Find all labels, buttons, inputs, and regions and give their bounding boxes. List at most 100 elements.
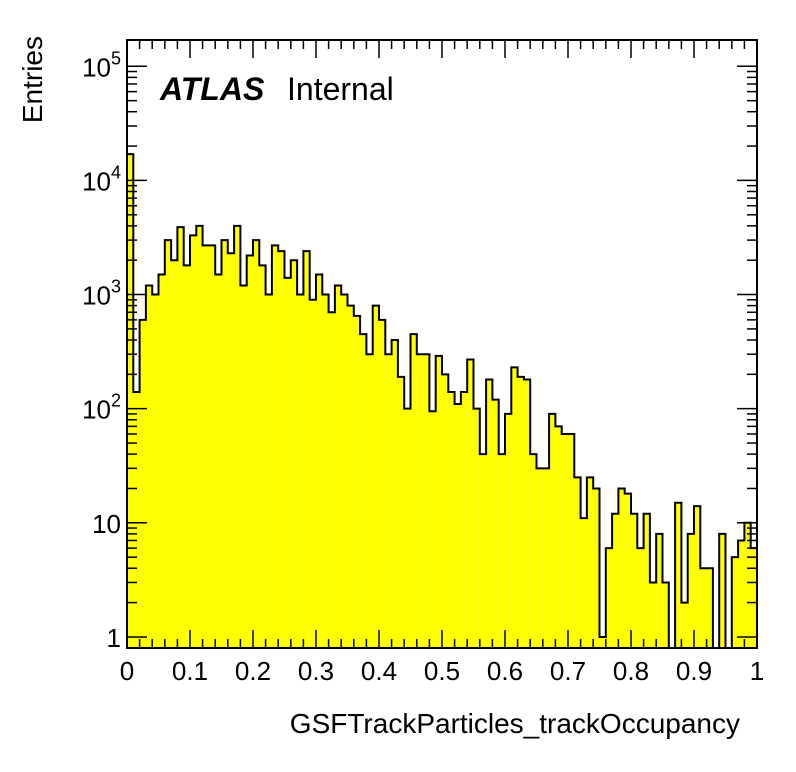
x-tick-label: 0.9 [676, 656, 712, 686]
histogram-bar [316, 274, 323, 648]
histogram-bar [612, 513, 619, 648]
histogram-bar [309, 299, 316, 648]
histogram-bar [687, 533, 694, 648]
histogram-bar [366, 354, 373, 648]
histogram-bar [675, 502, 682, 648]
x-tick-label: 1 [750, 656, 764, 686]
histogram-bar [215, 274, 222, 648]
y-tick-label: 10 [92, 509, 121, 539]
histogram-bar [586, 477, 594, 648]
histogram-bar [278, 251, 285, 648]
histogram-bar [555, 426, 562, 648]
histogram-bar [530, 454, 537, 648]
histogram-bar [637, 548, 644, 648]
histogram-bar [568, 434, 575, 648]
histogram-bar [442, 374, 449, 648]
histogram-bar [649, 582, 657, 648]
x-tick-label: 0.5 [424, 656, 460, 686]
y-tick-label: 105 [82, 48, 121, 82]
histogram-bar [227, 253, 235, 648]
histogram-bar [284, 277, 291, 648]
histogram-bar [744, 522, 751, 648]
histogram-bar [234, 225, 241, 648]
histogram-bar [221, 240, 228, 648]
histogram-bar [290, 260, 298, 648]
histogram-bar [599, 636, 606, 648]
histogram-bar [750, 548, 757, 648]
histogram-bar [145, 285, 153, 648]
histogram-bar [202, 245, 209, 648]
x-tick-label: 0.3 [298, 656, 334, 686]
histogram-bar [662, 582, 669, 648]
histogram-bar [454, 403, 461, 648]
histogram-bar [505, 413, 512, 648]
histogram-bar [196, 225, 203, 648]
histogram-bar [240, 285, 247, 648]
histogram-bar [486, 379, 493, 648]
histogram-bar [624, 493, 631, 648]
histogram-bar [549, 413, 556, 648]
histogram-bar [416, 354, 424, 648]
histogram-bar [391, 339, 398, 648]
histogram-bar [618, 488, 625, 648]
histogram-bar [467, 359, 474, 648]
x-tick-label: 0.4 [361, 656, 397, 686]
histogram-bar [171, 260, 178, 648]
histogram-bar [605, 548, 613, 648]
x-tick-label: 0.6 [487, 656, 523, 686]
histogram-bar [593, 488, 600, 648]
histogram-bar [738, 540, 745, 648]
x-axis-title: GSFTrackParticles_trackOccupancy [290, 708, 740, 739]
histogram-bar [700, 568, 707, 648]
y-tick-label: 104 [82, 162, 121, 196]
histogram-bar [379, 319, 386, 648]
histogram-bar [719, 533, 726, 648]
histogram-bar [127, 154, 134, 648]
y-tick-label: 102 [82, 391, 121, 425]
histogram-bar [334, 285, 342, 648]
x-tick-label: 0.2 [235, 656, 271, 686]
x-tick-label: 0.1 [172, 656, 208, 686]
histogram-bar [681, 602, 688, 648]
histogram-bar [183, 265, 190, 648]
histogram-bar [404, 408, 411, 648]
histogram-bar [397, 376, 405, 648]
histogram-bar [656, 533, 663, 648]
histogram-bar [694, 506, 701, 648]
x-tick-labels: 0 0.1 0.2 0.3 0.4 0.5 0.6 0.7 0.8 0.9 1 [120, 656, 764, 686]
histogram-bar [706, 568, 713, 648]
y-tick-labels: 1 10 102 103 104 105 [82, 48, 121, 653]
histogram-bar [731, 557, 739, 648]
histogram-bar [360, 334, 367, 648]
axis-ticks [126, 40, 758, 648]
histogram-bar [473, 408, 480, 648]
histogram-bar [259, 265, 266, 648]
y-tick-label: 103 [82, 277, 121, 311]
x-tick-label: 0.8 [613, 656, 649, 686]
histogram-bar [297, 294, 304, 648]
x-tick-label: 0 [120, 656, 134, 686]
histogram-bar [385, 354, 392, 648]
histogram-bar [536, 468, 543, 648]
histogram-bar [246, 255, 253, 648]
internal-label: Internal [287, 71, 394, 107]
histogram-bar [580, 518, 587, 648]
histogram-bar [328, 312, 335, 648]
histogram-bar [164, 240, 172, 648]
histogram-bar [631, 513, 638, 648]
histogram-bar [517, 376, 524, 648]
histogram-bar [372, 305, 379, 648]
histogram-bar [435, 355, 442, 648]
histogram-bar [574, 477, 581, 648]
histogram-bar [492, 399, 499, 648]
histogram-bar [511, 367, 518, 648]
atlas-label: ATLAS [159, 71, 265, 107]
histogram-bar [542, 468, 550, 648]
histogram-bar [448, 392, 455, 648]
histogram-bar [460, 392, 468, 648]
histogram-bar [479, 454, 487, 648]
histogram-bar [423, 354, 430, 648]
histogram-bar [643, 513, 650, 648]
